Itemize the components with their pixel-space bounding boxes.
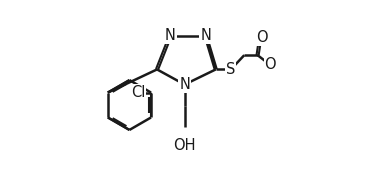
Text: N: N bbox=[179, 77, 190, 92]
Text: S: S bbox=[226, 62, 236, 77]
Text: N: N bbox=[165, 28, 176, 43]
Text: Cl: Cl bbox=[131, 85, 146, 100]
Text: O: O bbox=[257, 30, 268, 45]
Text: O: O bbox=[264, 57, 276, 72]
Text: OH: OH bbox=[173, 138, 196, 153]
Text: N: N bbox=[200, 28, 211, 43]
